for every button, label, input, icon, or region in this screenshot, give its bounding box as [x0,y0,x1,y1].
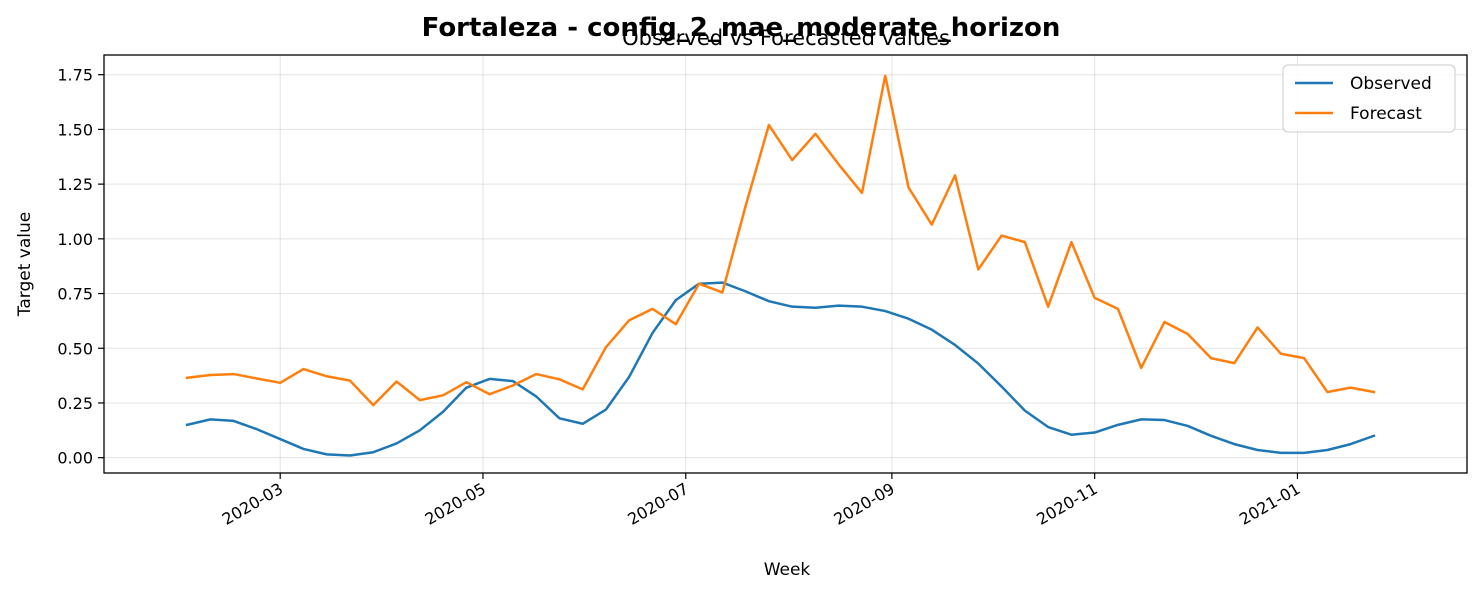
series-line-forecast [185,74,1376,407]
y-axis-ticks: 0.00 0.25 0.50 0.75 1.00 1.25 1.50 1.75 [57,66,104,468]
y-gridlines [104,74,1467,459]
y-tick-label: 0.50 [57,339,93,358]
y-tick-label: 0.25 [57,394,93,413]
legend-forecast-label: Forecast [1350,104,1422,124]
y-axis-label: Target value [15,212,35,317]
y-tick-label: 1.75 [57,66,93,85]
chart-subtitle: Observed vs Forecasted values [622,26,950,50]
series-layer [185,74,1376,457]
y-tick-label: 1.00 [57,230,93,249]
legend-observed-label: Observed [1350,74,1432,94]
y-tick-label: 1.25 [57,175,93,194]
legend: Observed Forecast [1282,64,1456,133]
x-axis-label: Week [764,560,811,580]
y-tick-label: 1.50 [57,120,93,139]
y-tick-label: 0.75 [57,285,93,304]
y-tick-label: 0.00 [57,449,93,468]
plot-frame [103,54,1468,474]
series-line-observed [185,281,1376,457]
chart-title: Fortaleza - config_2_mae_moderate_horizo… [422,13,1061,43]
plot-area [104,55,1467,473]
